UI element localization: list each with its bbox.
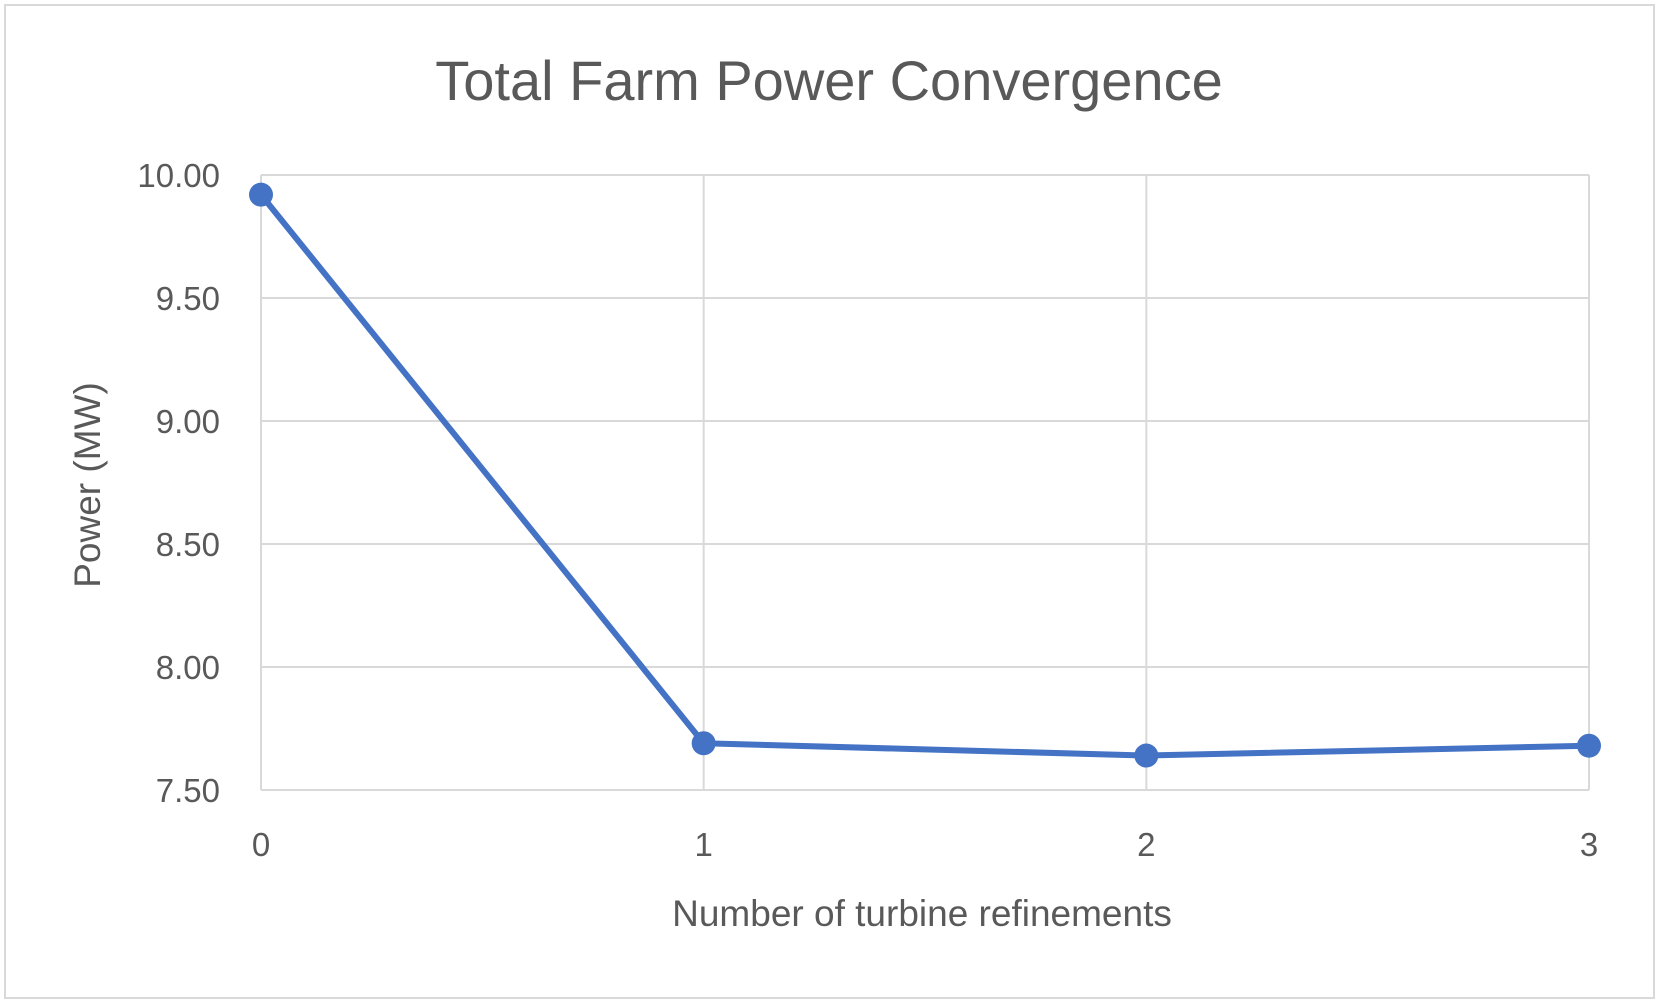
y-axis-ticks: 7.50 8.00 8.50 9.00 9.50 10.00 [137,157,220,809]
data-point [691,731,716,756]
x-tick-label: 2 [1137,826,1155,863]
data-point [249,182,273,207]
x-axis-label: Number of turbine refinements [672,893,1172,934]
x-tick-label: 3 [1580,826,1598,863]
data-point [1577,733,1601,758]
gridlines [260,174,1590,791]
series-group [249,182,1601,768]
y-tick-label: 9.50 [156,280,220,317]
data-point [1134,743,1159,768]
y-axis-label: Power (MW) [67,382,108,588]
x-axis-ticks: 0 1 2 3 [252,826,1598,863]
y-tick-label: 10.00 [137,157,220,194]
y-tick-label: 9.00 [156,403,220,440]
y-tick-label: 8.50 [156,526,220,563]
chart-border [4,4,1655,999]
x-tick-label: 0 [252,826,270,863]
y-tick-label: 8.00 [156,649,220,686]
series-line [258,192,1590,759]
x-tick-label: 1 [694,826,712,863]
y-tick-label: 7.50 [156,772,220,809]
chart-title: Total Farm Power Convergence [435,49,1222,112]
